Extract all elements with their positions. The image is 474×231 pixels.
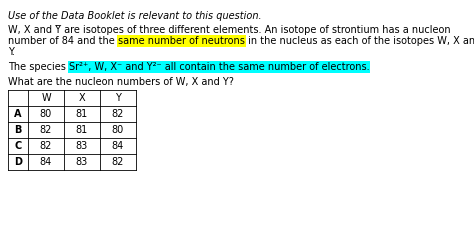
Text: 81: 81: [76, 109, 88, 119]
Text: 81: 81: [76, 125, 88, 135]
Text: The species: The species: [8, 62, 69, 72]
Text: 83: 83: [76, 141, 88, 151]
Text: What are the nucleon numbers of W, X and Y?: What are the nucleon numbers of W, X and…: [8, 77, 234, 87]
Text: C: C: [14, 141, 22, 151]
Text: A: A: [14, 109, 22, 119]
Text: W, X and Y̅ are isotopes of three different elements. An isotope of strontium ha: W, X and Y̅ are isotopes of three differ…: [8, 25, 451, 35]
Text: number of 84 and the: number of 84 and the: [8, 36, 118, 46]
Text: 82: 82: [40, 141, 52, 151]
Text: Y: Y: [115, 93, 121, 103]
Text: B: B: [14, 125, 22, 135]
Text: 82: 82: [112, 109, 124, 119]
Text: 83: 83: [76, 157, 88, 167]
Text: 84: 84: [40, 157, 52, 167]
Text: 82: 82: [40, 125, 52, 135]
Text: D: D: [14, 157, 22, 167]
Text: W: W: [41, 93, 51, 103]
Text: Use of the Data Booklet is relevant to this question.: Use of the Data Booklet is relevant to t…: [8, 11, 262, 21]
Text: 80: 80: [40, 109, 52, 119]
Text: Sr²⁺, W, X⁻ and Y²⁻ all contain the same number of electrons.: Sr²⁺, W, X⁻ and Y²⁻ all contain the same…: [69, 62, 370, 72]
Text: 84: 84: [112, 141, 124, 151]
Text: X: X: [79, 93, 85, 103]
Text: 80: 80: [112, 125, 124, 135]
Text: 82: 82: [112, 157, 124, 167]
Text: in the nucleus as each of the isotopes W, X and: in the nucleus as each of the isotopes W…: [245, 36, 474, 46]
Text: Y.: Y.: [8, 47, 15, 57]
Text: same number of neutrons: same number of neutrons: [118, 36, 245, 46]
